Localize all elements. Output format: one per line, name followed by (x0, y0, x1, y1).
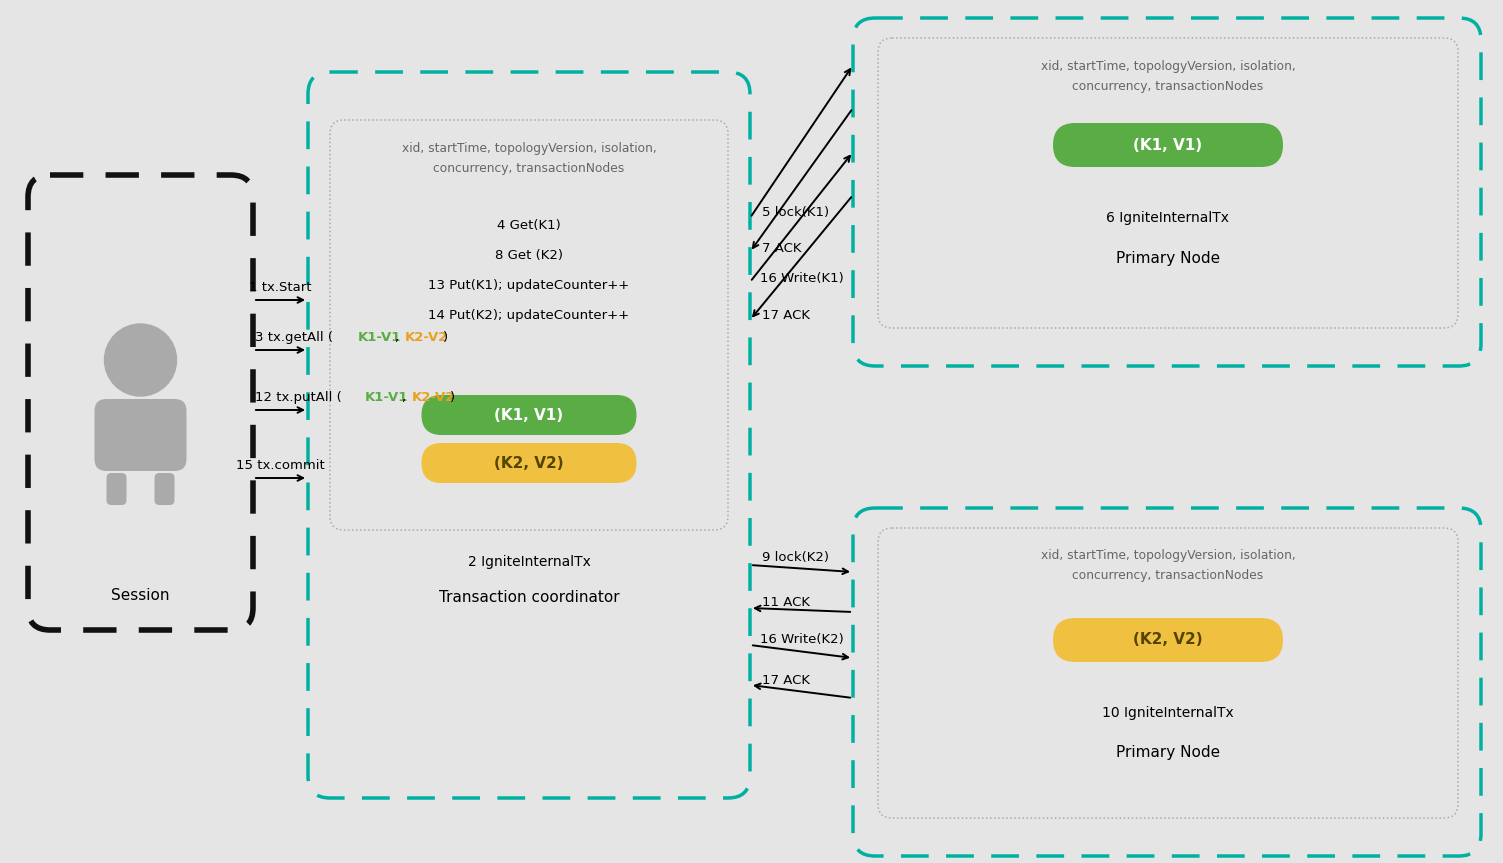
Text: 6 IgniteInternalTx: 6 IgniteInternalTx (1106, 211, 1229, 225)
Text: 16 Write(K1): 16 Write(K1) (761, 272, 843, 285)
Text: 8 Get (K2): 8 Get (K2) (494, 249, 564, 261)
Text: K2-V2: K2-V2 (412, 390, 455, 404)
Text: 17 ACK: 17 ACK (762, 308, 810, 322)
FancyBboxPatch shape (1054, 618, 1284, 662)
Text: (K2, V2): (K2, V2) (1133, 633, 1202, 647)
Text: 16 Write(K2): 16 Write(K2) (761, 633, 843, 646)
Text: 10 IgniteInternalTx: 10 IgniteInternalTx (1102, 706, 1234, 720)
Text: ,: , (401, 390, 410, 404)
Text: K1-V1: K1-V1 (358, 331, 401, 343)
Text: 15 tx.commit: 15 tx.commit (236, 458, 325, 471)
Text: 12 tx.putAll (: 12 tx.putAll ( (256, 390, 341, 404)
Text: 4 Get(K1): 4 Get(K1) (497, 218, 561, 231)
Text: K2-V2: K2-V2 (404, 331, 448, 343)
Text: concurrency, transactionNodes: concurrency, transactionNodes (1072, 79, 1264, 92)
Text: 13 Put(K1); updateCounter++: 13 Put(K1); updateCounter++ (428, 279, 630, 292)
FancyBboxPatch shape (95, 399, 186, 471)
Text: xid, startTime, topologyVersion, isolation,: xid, startTime, topologyVersion, isolati… (1040, 550, 1296, 563)
Circle shape (105, 324, 176, 396)
Text: Primary Node: Primary Node (1115, 250, 1220, 266)
Text: (K1, V1): (K1, V1) (494, 407, 564, 423)
Text: ): ) (443, 331, 448, 343)
FancyBboxPatch shape (421, 395, 636, 435)
Text: concurrency, transactionNodes: concurrency, transactionNodes (433, 161, 625, 174)
Text: xid, startTime, topologyVersion, isolation,: xid, startTime, topologyVersion, isolati… (1040, 60, 1296, 72)
Text: K1-V1: K1-V1 (365, 390, 409, 404)
Text: concurrency, transactionNodes: concurrency, transactionNodes (1072, 570, 1264, 583)
Text: Primary Node: Primary Node (1115, 746, 1220, 760)
Text: ,: , (395, 331, 403, 343)
Text: 14 Put(K2); updateCounter++: 14 Put(K2); updateCounter++ (428, 308, 630, 322)
Text: ): ) (449, 390, 455, 404)
Text: xid, startTime, topologyVersion, isolation,: xid, startTime, topologyVersion, isolati… (401, 142, 657, 154)
Text: 7 ACK: 7 ACK (762, 242, 801, 255)
FancyBboxPatch shape (155, 473, 174, 505)
Text: 11 ACK: 11 ACK (762, 595, 810, 608)
Text: 9 lock(K2): 9 lock(K2) (762, 551, 830, 564)
Text: 2 IgniteInternalTx: 2 IgniteInternalTx (467, 555, 591, 569)
Text: 1 tx.Start: 1 tx.Start (249, 280, 311, 293)
Text: 17 ACK: 17 ACK (762, 673, 810, 686)
FancyBboxPatch shape (107, 473, 126, 505)
Text: 3 tx.getAll (: 3 tx.getAll ( (256, 331, 334, 343)
Text: (K1, V1): (K1, V1) (1133, 137, 1202, 153)
Text: Transaction coordinator: Transaction coordinator (439, 590, 619, 606)
Text: 5 lock(K1): 5 lock(K1) (762, 205, 830, 218)
FancyBboxPatch shape (1054, 123, 1284, 167)
Text: Session: Session (111, 588, 170, 602)
Text: (K2, V2): (K2, V2) (494, 456, 564, 470)
FancyBboxPatch shape (421, 443, 636, 483)
